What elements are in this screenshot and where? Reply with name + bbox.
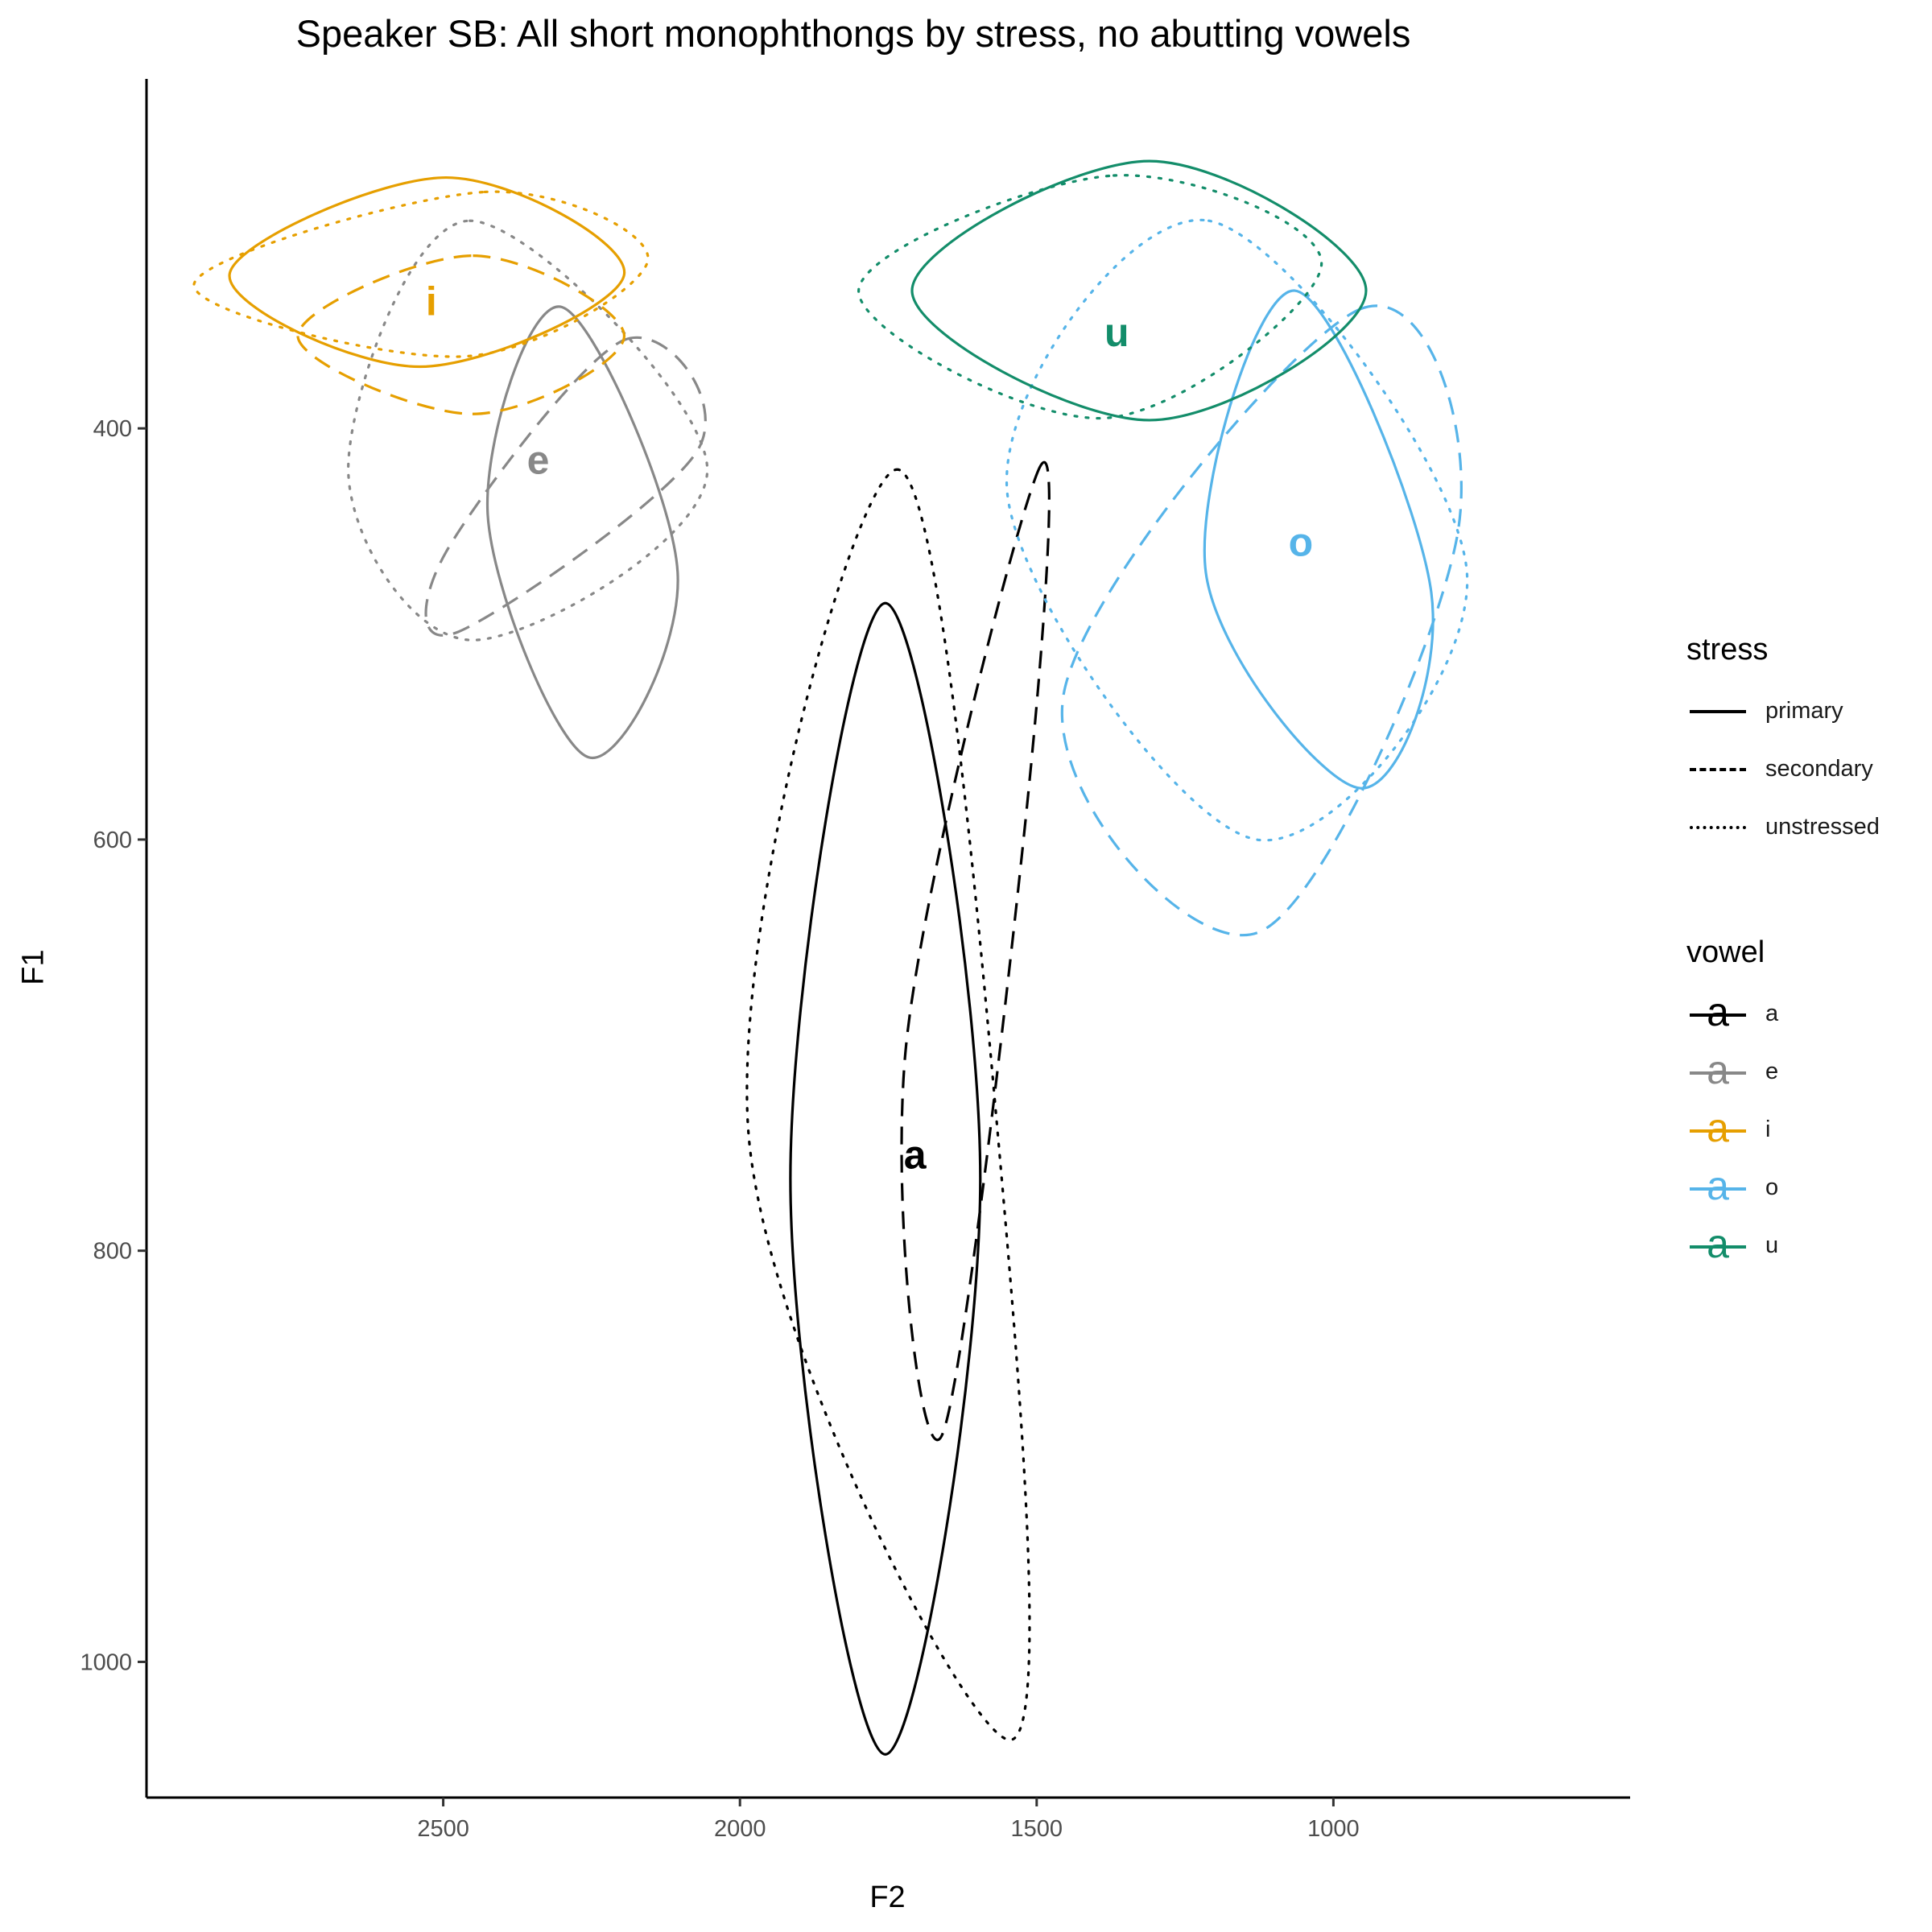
- vowel-legend-glyph: a: [1707, 1105, 1729, 1150]
- vowel-legend-key: a: [1686, 1100, 1751, 1158]
- stress-legend-key: [1686, 682, 1751, 740]
- stress-legend-title: stress: [1686, 633, 1769, 667]
- y-axis-title: F1: [16, 949, 51, 985]
- vowel-legend-key: a: [1686, 1216, 1751, 1274]
- stress-legend-label: primary: [1765, 697, 1843, 724]
- vowel-label-layer: a e i o u: [426, 279, 1313, 1178]
- ellipse-o-primary: [1203, 289, 1435, 790]
- axes: 2500 2000 1500 1000 400 600 800 1000: [80, 79, 1630, 1842]
- y-tick-label: 1000: [80, 1649, 132, 1675]
- ellipse-i-primary: [228, 175, 626, 369]
- stress-legend-label: unstressed: [1765, 813, 1880, 840]
- vowel-legend-label: i: [1765, 1116, 1771, 1142]
- ellipse-e-unstressed: [347, 219, 709, 642]
- ellipse-i-unstressed: [192, 190, 650, 358]
- stress-legend-key: [1686, 798, 1751, 856]
- vowel-label-i: i: [426, 279, 437, 324]
- ellipse-a-unstressed: [745, 468, 1031, 1742]
- y-tick-label: 600: [93, 828, 132, 853]
- vowel-legend-label: o: [1765, 1174, 1779, 1200]
- ellipse-i-secondary: [296, 254, 626, 415]
- x-tick-label: 2500: [417, 1816, 469, 1842]
- vowel-legend-label: a: [1765, 1000, 1779, 1026]
- y-tick-label: 800: [93, 1239, 132, 1265]
- vowel-legend-key: a: [1686, 1158, 1751, 1216]
- ellipse-e-secondary: [424, 336, 707, 637]
- vowel-label-e: e: [527, 437, 550, 482]
- x-tick-label: 1500: [1011, 1816, 1063, 1842]
- vowel-legend-label: u: [1765, 1232, 1779, 1258]
- ellipse-u-primary: [910, 159, 1368, 422]
- ellipse-o-unstressed: [1005, 218, 1469, 842]
- vowel-legend-label: e: [1765, 1058, 1779, 1084]
- ellipse-layer: [192, 159, 1469, 1756]
- vowel-legend-key: a: [1686, 985, 1751, 1042]
- ellipse-a-secondary: [900, 460, 1051, 1442]
- stress-legend-label: secondary: [1765, 755, 1873, 782]
- vowel-legend-key: a: [1686, 1042, 1751, 1100]
- ellipse-e-primary: [485, 305, 679, 759]
- stress-legend: stress primary secondary unstressed: [1686, 633, 1880, 856]
- stress-legend-item-primary: primary: [1686, 682, 1880, 740]
- ellipse-a-primary: [789, 601, 982, 1756]
- x-tick-label: 2000: [714, 1816, 766, 1842]
- ellipse-u-unstressed: [857, 174, 1323, 419]
- ellipse-o-secondary: [1060, 304, 1463, 937]
- vowel-legend-glyph: a: [1707, 989, 1729, 1034]
- chart-title: Speaker SB: All short monophthongs by st…: [295, 12, 1411, 55]
- stress-legend-key: [1686, 740, 1751, 798]
- x-axis-title: F2: [869, 1880, 906, 1914]
- vowel-label-a: a: [904, 1133, 927, 1178]
- vowel-legend-title: vowel: [1686, 935, 1765, 969]
- stress-legend-item-secondary: secondary: [1686, 740, 1880, 798]
- x-tick-label: 1000: [1307, 1816, 1360, 1842]
- vowel-label-u: u: [1104, 310, 1129, 355]
- vowel-legend-glyph: a: [1707, 1163, 1729, 1208]
- vowel-legend-glyph: a: [1707, 1047, 1729, 1092]
- vowel-label-o: o: [1289, 519, 1314, 564]
- stress-legend-item-unstressed: unstressed: [1686, 798, 1880, 856]
- y-tick-label: 400: [93, 416, 132, 442]
- vowel-legend-glyph: a: [1707, 1221, 1729, 1266]
